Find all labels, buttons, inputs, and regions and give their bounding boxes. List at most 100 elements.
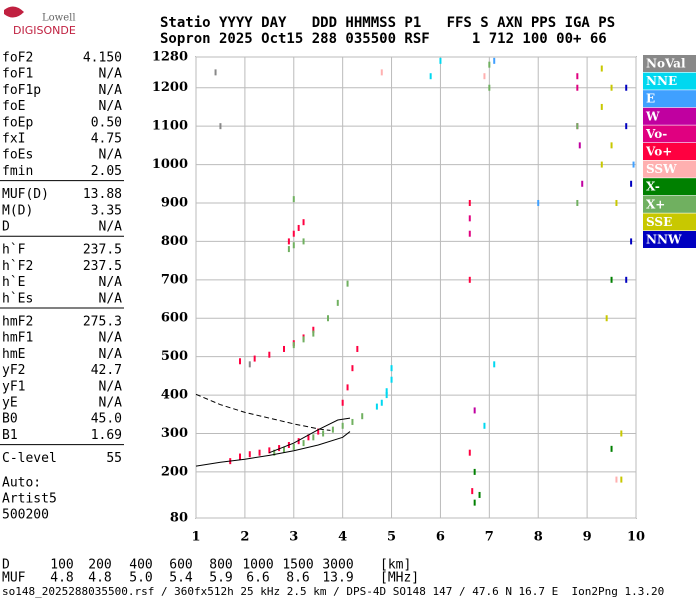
param-value: 2.05 [91, 164, 122, 179]
y-tick-label: 700 [161, 272, 188, 287]
echo-point [341, 399, 344, 406]
logo-top: Lowell [42, 13, 76, 24]
echo-point [278, 445, 281, 452]
legend-swatch [643, 107, 696, 125]
echo-point [610, 142, 613, 149]
legend-label: NNE [646, 74, 677, 88]
echo-point [219, 123, 222, 130]
param-value: 237.5 [83, 243, 122, 258]
x-tick-label: 3 [289, 530, 298, 545]
muf-cell: 3000 [322, 558, 353, 573]
y-tick-label: 1280 [152, 50, 188, 65]
x-tick-label: 7 [485, 530, 494, 545]
param-name: B0 [2, 412, 18, 427]
y-tick-label: 300 [161, 426, 188, 441]
echo-point [473, 407, 476, 414]
echo-point [493, 361, 496, 368]
muf-cell: MUF [2, 571, 26, 586]
echo-point [630, 238, 633, 245]
muf-cell: 1500 [282, 558, 313, 573]
echo-point [268, 447, 271, 454]
legend-label: SSE [646, 215, 672, 229]
muf-cell: [km] [380, 558, 411, 573]
echo-point [620, 476, 623, 483]
echo-point [302, 238, 305, 245]
param-name: foF2 [2, 51, 33, 66]
echo-point [361, 413, 364, 420]
param-value: N/A [99, 220, 123, 235]
x-tick-label: 5 [387, 530, 396, 545]
param-value: 42.7 [91, 363, 122, 378]
legend-label: W [645, 109, 660, 123]
muf-cell: [MHz] [380, 571, 419, 586]
param-value: 1.69 [91, 428, 122, 443]
auto-line: Auto: [2, 475, 41, 490]
logo-bottom: DIGISONDE [13, 24, 76, 37]
echo-point [468, 276, 471, 283]
echo-point [292, 443, 295, 450]
echo-point [468, 449, 471, 456]
param-name: foF1 [2, 67, 33, 82]
param-value: 4.75 [91, 132, 122, 147]
echo-point [297, 438, 300, 445]
echo-point [473, 499, 476, 506]
echo-point [292, 230, 295, 237]
echo-point [576, 123, 579, 130]
header-line: Sopron 2025 Oct15 288 035500 RSF 1 712 1… [160, 31, 607, 47]
legend-label: NNW [646, 233, 682, 247]
echo-point [239, 358, 241, 365]
echo-point [248, 361, 251, 368]
legend-swatch [643, 125, 696, 143]
model-trace [195, 431, 351, 467]
y-tick-label: 1200 [152, 80, 188, 95]
echo-point [483, 73, 486, 80]
echo-point [630, 180, 633, 187]
y-tick-label: 1000 [152, 157, 188, 172]
param-name: h`F2 [2, 259, 33, 274]
header-line: Statio YYYY DAY DDD HHMMSS P1 FFS S AXN … [160, 15, 615, 31]
param-value: 4.150 [83, 51, 122, 66]
echo-point [351, 365, 354, 372]
param-name: foEp [2, 115, 33, 130]
legend-swatch [643, 143, 696, 160]
echo-point [468, 199, 471, 206]
param-name: fxI [2, 132, 25, 147]
param-value: 237.5 [83, 259, 122, 274]
legend-swatch [643, 72, 696, 90]
legend-swatch [643, 178, 696, 196]
param-value: N/A [99, 331, 123, 346]
echo-point [488, 61, 491, 68]
echo-point [239, 453, 241, 460]
param-value: 13.88 [83, 187, 122, 202]
echo-point [287, 238, 290, 245]
echo-point [327, 315, 329, 322]
muf-cell: 5.4 [169, 571, 193, 586]
x-tick-label: 2 [240, 530, 249, 545]
echo-point [632, 161, 635, 168]
y-tick-label: 1100 [152, 119, 188, 134]
x-tick-label: 9 [583, 530, 592, 545]
echo-point [287, 246, 290, 253]
echo-point [292, 342, 295, 349]
y-tick-label: 900 [161, 195, 188, 210]
legend-swatch [643, 213, 696, 231]
echo-point [578, 142, 581, 149]
echo-point [292, 242, 295, 249]
muf-cell: 8.6 [286, 571, 309, 586]
echo-point [493, 57, 496, 64]
x-tick-label: 8 [534, 530, 543, 545]
logo: Lowell DIGISONDE [4, 6, 76, 37]
echo-point [307, 434, 310, 441]
echo-point [429, 73, 432, 80]
echo-point [625, 84, 628, 91]
y-tick-label: 400 [161, 388, 188, 403]
echo-point [610, 84, 613, 91]
param-name: yF1 [2, 379, 25, 394]
muf-cell: D [2, 558, 10, 573]
param-value: N/A [99, 67, 123, 82]
legend-label: X+ [646, 197, 665, 211]
echo-point [336, 299, 339, 306]
echo-point [258, 449, 261, 456]
